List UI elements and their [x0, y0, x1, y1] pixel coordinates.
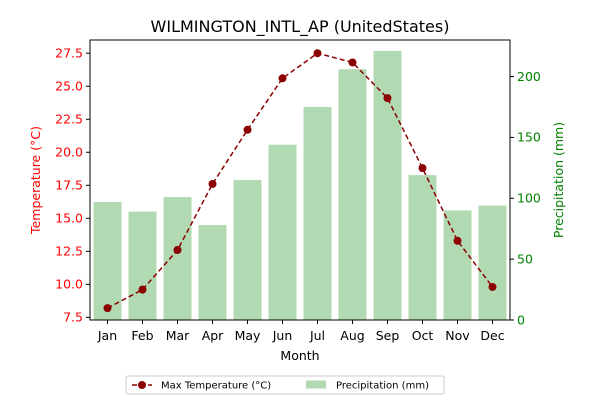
- x-tick-label: Apr: [202, 328, 224, 343]
- legend-label-precipitation: Precipitation (mm): [336, 381, 429, 392]
- legend-frame: [125, 375, 445, 395]
- left-tick-label: 22.5: [55, 112, 83, 127]
- legend-label-temperature: Max Temperature (°C): [161, 381, 271, 392]
- precipitation-bar: [268, 144, 297, 320]
- precipitation-bars: [93, 50, 507, 321]
- x-tick-label: Oct: [412, 328, 434, 343]
- x-axis-label: Month: [280, 348, 319, 363]
- left-tick-label: 15.0: [55, 211, 83, 226]
- left-tick-label: 17.5: [55, 178, 83, 193]
- left-tick-label: 10.0: [55, 277, 83, 292]
- x-tick-label: Mar: [166, 328, 190, 343]
- right-tick-label: 200: [517, 69, 541, 84]
- temperature-point: [243, 125, 252, 134]
- left-tick-label: 7.5: [63, 310, 83, 325]
- left-axis-ticks: 7.5 10.0 12.5 15.0 17.5 20.0 22.5 25.0 27.5: [55, 46, 90, 325]
- plot-frame: [89, 39, 511, 321]
- right-tick-label: 0: [517, 312, 525, 327]
- x-tick-label: Jun: [272, 328, 293, 343]
- right-axis-label: Precipitation (mm): [551, 122, 566, 238]
- left-tick-label: 27.5: [55, 46, 83, 61]
- right-tick-label: 150: [517, 130, 541, 145]
- precipitation-bar: [408, 175, 437, 320]
- x-tick-label: Nov: [445, 328, 470, 343]
- x-tick-label: Dec: [480, 328, 504, 343]
- left-tick-label: 20.0: [55, 145, 83, 160]
- precipitation-bar: [163, 197, 192, 320]
- precipitation-bar: [93, 201, 122, 320]
- left-axis-label: Temperature (°C): [28, 126, 43, 235]
- temperature-point: [173, 246, 182, 254]
- left-tick-label: 25.0: [55, 79, 83, 94]
- precipitation-bar: [233, 180, 262, 320]
- temperature-line: [107, 52, 494, 309]
- left-tick-label: 12.5: [55, 244, 83, 259]
- precipitation-bar: [443, 210, 472, 320]
- temperature-point: [418, 164, 427, 173]
- precipitation-bar: [478, 205, 507, 320]
- x-tick-label: Jul: [309, 328, 325, 343]
- right-axis-ticks: 0 50 100 150 200: [510, 69, 541, 327]
- precipitation-bar: [303, 106, 332, 321]
- precipitation-bar: [128, 211, 157, 320]
- temperature-point: [278, 74, 287, 83]
- precipitation-bar: [373, 50, 402, 321]
- legend-marker-swatch: [138, 381, 146, 389]
- temperature-point: [488, 282, 497, 291]
- temperature-point: [348, 58, 357, 67]
- temperature-line-series: [103, 49, 497, 313]
- x-tick-label: May: [235, 328, 261, 343]
- x-tick-label: Sep: [376, 328, 400, 343]
- temperature-point: [103, 304, 112, 313]
- chart-title: WILMINGTON_INTL_AP (UnitedStates): [151, 17, 450, 37]
- legend: Max Temperature (°C) Precipitation (mm): [125, 375, 445, 395]
- temperature-point: [313, 49, 322, 58]
- temperature-point: [138, 285, 147, 294]
- temperature-point: [383, 94, 392, 103]
- x-tick-label: Feb: [131, 328, 153, 343]
- x-tick-label: Aug: [340, 328, 364, 343]
- temperature-point: [208, 179, 217, 188]
- precipitation-bar: [198, 225, 227, 320]
- right-tick-label: 100: [517, 191, 541, 206]
- x-axis-ticks: Jan Feb Mar Apr May Jun Jul Aug Sep Oct Nov Dec: [97, 320, 505, 343]
- precipitation-bar: [338, 69, 367, 320]
- right-tick-label: 50: [517, 251, 533, 266]
- legend-bar-swatch: [306, 380, 326, 389]
- temperature-point: [453, 236, 462, 245]
- x-tick-label: Jan: [97, 328, 117, 343]
